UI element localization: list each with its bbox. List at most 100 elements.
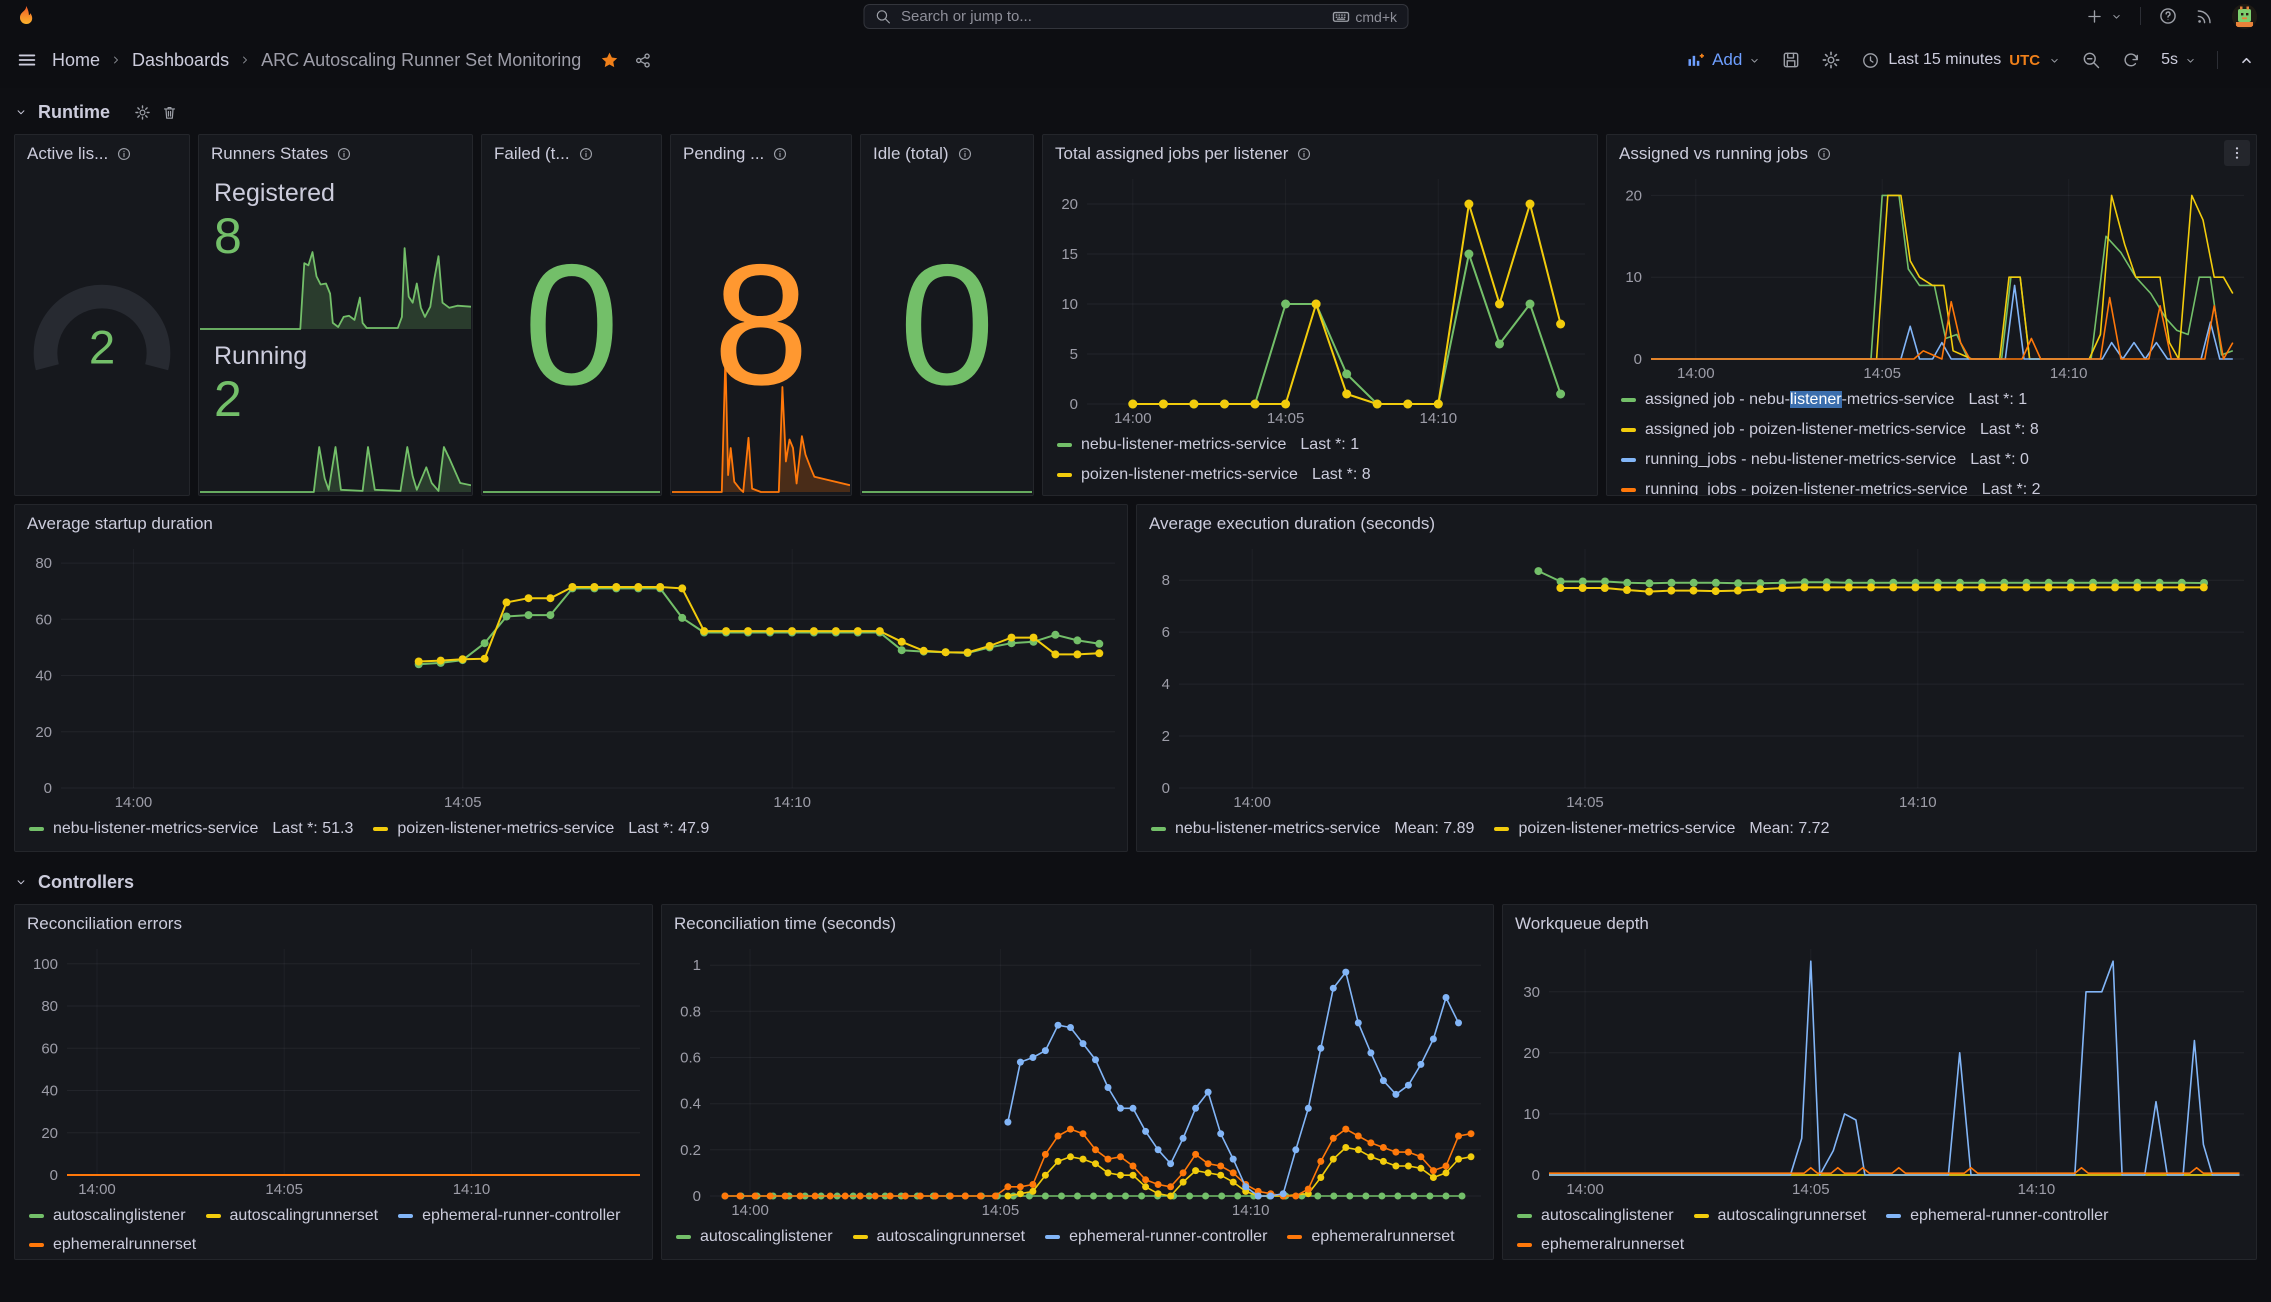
row-header-runtime[interactable]: Runtime — [14, 90, 2257, 134]
legend-label: autoscalingrunnerset — [1717, 1207, 1867, 1224]
stat-value: 8 — [214, 208, 242, 264]
gauge[interactable]: 2 — [15, 169, 189, 495]
breadcrumb-home[interactable]: Home — [52, 49, 101, 70]
legend-item[interactable]: ephemeralrunnerset — [1517, 1232, 1684, 1257]
legend: nebu-listener-metrics-service Last *: 51.… — [15, 814, 1127, 851]
svg-text:14:05: 14:05 — [1267, 410, 1305, 427]
svg-text:14:10: 14:10 — [1420, 410, 1458, 427]
legend-label: autoscalinglistener — [700, 1228, 833, 1245]
info-icon[interactable] — [336, 146, 352, 162]
row-header-controllers[interactable]: Controllers — [14, 860, 2257, 904]
info-icon[interactable] — [1296, 146, 1312, 162]
legend-item[interactable]: ephemeral-runner-controller — [1045, 1224, 1267, 1249]
svg-text:30: 30 — [1523, 984, 1540, 1001]
stat-label: Registered — [214, 179, 335, 207]
refresh-button[interactable] — [2121, 50, 2141, 70]
info-icon[interactable] — [1816, 146, 1832, 162]
legend-item[interactable]: ephemeralrunnerset — [1287, 1224, 1455, 1249]
legend: nebu-listener-metrics-service Last *: 1 po… — [1043, 430, 1597, 495]
mega-menu-button[interactable] — [16, 49, 38, 71]
legend-item[interactable]: autoscalinglistener — [676, 1224, 833, 1249]
legend-value: Last *: 0 — [1970, 451, 2029, 468]
chart-reconciliation-errors[interactable]: 14:00 14:05 14:10 0 20 40 60 80 100 — [15, 939, 652, 1201]
svg-text:60: 60 — [35, 611, 52, 628]
legend-label: ephemeral-runner-controller — [1069, 1228, 1268, 1245]
info-icon[interactable] — [957, 146, 973, 162]
stat-label: Running — [214, 342, 308, 370]
legend-item[interactable]: ephemeralrunnerset — [29, 1232, 196, 1257]
legend-item[interactable]: assigned job - nebu-listener-metrics-ser… — [1621, 387, 2242, 412]
chart-avg-execution[interactable]: 14:00 14:05 14:10 0 2 4 6 8 — [1137, 539, 2256, 814]
panel-title: Runners States — [211, 144, 329, 163]
legend-item[interactable]: nebu-listener-metrics-service Last *: 51.… — [29, 816, 353, 841]
svg-text:15: 15 — [1061, 246, 1078, 263]
share-button[interactable] — [634, 51, 653, 70]
legend-item[interactable]: nebu-listener-metrics-service Mean: 7.89 — [1151, 816, 1474, 841]
refresh-interval-picker[interactable]: 5s — [2161, 51, 2197, 69]
legend-item[interactable]: poizen-listener-metrics-service Last *: 8 — [1057, 462, 1583, 487]
sparkline-pending — [672, 344, 850, 494]
divider — [2140, 7, 2141, 25]
legend-item[interactable]: running_jobs - poizen-listener-metrics-s… — [1621, 477, 2242, 495]
svg-text:0: 0 — [50, 1167, 58, 1184]
legend-item[interactable]: ephemeral-runner-controller — [398, 1203, 620, 1228]
legend-item[interactable]: nebu-listener-metrics-service Last *: 1 — [1057, 432, 1583, 457]
sparkline-registered[interactable] — [200, 239, 471, 331]
info-icon[interactable] — [578, 146, 594, 162]
legend-item[interactable]: autoscalinglistener — [1517, 1203, 1674, 1228]
legend-item[interactable]: autoscalingrunnerset — [205, 1203, 378, 1228]
info-icon[interactable] — [116, 146, 132, 162]
save-icon — [1783, 52, 1799, 68]
chart-total-assigned[interactable]: 14:00 14:05 14:10 0 5 10 15 20 — [1043, 169, 1597, 430]
search-input[interactable] — [899, 7, 1324, 26]
svg-text:10: 10 — [1061, 296, 1078, 313]
news-button[interactable] — [2195, 6, 2215, 26]
legend: nebu-listener-metrics-service Mean: 7.89 p… — [1137, 814, 2256, 851]
legend: assigned job - nebu-listener-metrics-ser… — [1607, 385, 2256, 495]
legend-item[interactable]: assigned job - poizen-listener-metrics-s… — [1621, 417, 2242, 442]
dashboard-settings-button[interactable] — [1821, 50, 1841, 70]
legend-label: nebu-listener-metrics-service — [1175, 820, 1381, 837]
legend-swatch — [398, 1213, 414, 1218]
zoom-out-button[interactable] — [2081, 50, 2101, 70]
sparkline-running[interactable] — [200, 434, 471, 494]
chart-workqueue-depth[interactable]: 14:00 14:05 14:10 0 10 20 30 — [1503, 939, 2256, 1201]
row-delete-button[interactable] — [161, 104, 178, 121]
add-button[interactable]: Add — [1686, 50, 1761, 70]
grafana-logo[interactable] — [14, 4, 38, 28]
chart-reconciliation-time[interactable]: 14:00 14:05 14:10 0 0.2 0.4 0.6 0.8 1 — [662, 939, 1493, 1222]
chart-assigned-vs-running[interactable]: 14:00 14:05 14:10 0 10 20 — [1607, 169, 2256, 385]
chart-avg-startup[interactable]: 14:00 14:05 14:10 0 20 40 60 80 — [15, 539, 1127, 814]
svg-text:14:05: 14:05 — [265, 1181, 303, 1198]
legend-item[interactable]: running_jobs - nebu-listener-metrics-ser… — [1621, 447, 2242, 472]
legend-item[interactable]: poizen-listener-metrics-service Last *: 4… — [373, 816, 709, 841]
legend-label: ephemeral-runner-controller — [1910, 1207, 2109, 1224]
legend-item[interactable]: autoscalinglistener — [29, 1203, 186, 1228]
svg-text:14:10: 14:10 — [1899, 794, 1937, 811]
legend-item[interactable]: autoscalingrunnerset — [1693, 1203, 1867, 1228]
legend: autoscalinglistener autoscalingrunnerset e… — [662, 1222, 1493, 1259]
save-dashboard-button[interactable] — [1781, 50, 1801, 70]
legend-item[interactable]: poizen-listener-metrics-service Mean: 7.7… — [1494, 816, 1829, 841]
favorite-button[interactable] — [599, 50, 620, 71]
legend-label: ephemeral-runner-controller — [422, 1207, 621, 1224]
chevron-down-icon — [17, 110, 25, 115]
svg-text:0: 0 — [1070, 396, 1078, 413]
legend-item[interactable]: autoscalingrunnerset — [852, 1224, 1025, 1249]
row-settings-button[interactable] — [134, 104, 151, 121]
time-range-picker[interactable]: Last 15 minutes UTC — [1861, 51, 2061, 70]
collapse-toolbar-button[interactable] — [2238, 52, 2255, 69]
info-icon[interactable] — [772, 146, 788, 162]
new-menu-button[interactable] — [2085, 7, 2123, 26]
help-button[interactable] — [2158, 6, 2178, 26]
panel-menu-button[interactable] — [2224, 140, 2250, 166]
stat-big-value: 8 — [713, 229, 809, 421]
legend-item[interactable]: ephemeral-runner-controller — [1886, 1203, 2108, 1228]
panel-total-assigned-jobs: Total assigned jobs per listener 14:00 14… — [1042, 134, 1598, 496]
user-avatar[interactable] — [2232, 3, 2257, 29]
trash-icon — [163, 106, 176, 119]
legend-swatch — [29, 826, 44, 831]
search-box[interactable]: cmd+k — [863, 4, 1408, 29]
svg-text:20: 20 — [1523, 1045, 1540, 1062]
breadcrumb-dashboards[interactable]: Dashboards — [132, 49, 230, 70]
